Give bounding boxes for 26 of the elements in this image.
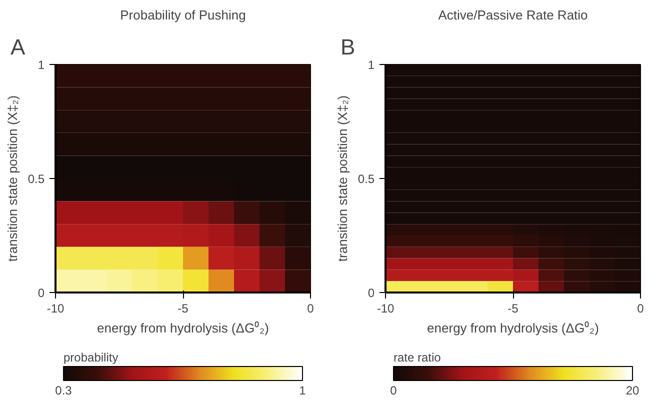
color-bar-label: 0 bbox=[390, 384, 398, 398]
x-axis-title: energy from hydrolysis (ΔG⁰₂) bbox=[427, 320, 599, 336]
y-tick-label: 0.5 bbox=[28, 172, 45, 186]
y-axis-title: transition state position (X‡₂) bbox=[334, 95, 350, 262]
y-tick-label: 0 bbox=[368, 286, 375, 300]
x-tick-label: 0 bbox=[637, 302, 644, 316]
y-tick-label: 0.5 bbox=[358, 172, 375, 186]
x-tick-label: -5 bbox=[178, 302, 189, 316]
x-tick-label: -10 bbox=[46, 302, 64, 316]
color-bar-label: 0.3 bbox=[55, 384, 72, 398]
text: A bbox=[10, 34, 26, 60]
text: B bbox=[340, 34, 356, 60]
y-tick-label: 0 bbox=[38, 286, 45, 300]
chart-title: Probability of Pushing bbox=[120, 8, 246, 22]
color-bar-label: 20 bbox=[626, 384, 640, 398]
y-tick-label: 1 bbox=[38, 58, 45, 72]
x-tick-label: -10 bbox=[376, 302, 394, 316]
x-tick-label: -5 bbox=[508, 302, 519, 316]
y-axis-title: transition state position (X‡₂) bbox=[4, 95, 20, 262]
color-bar-title: probability bbox=[64, 350, 118, 364]
x-tick-label: 0 bbox=[307, 302, 314, 316]
x-axis-title: energy from hydrolysis (ΔG⁰₂) bbox=[97, 320, 269, 336]
color-bar-title: rate ratio bbox=[394, 350, 442, 364]
color-bar-label: 1 bbox=[299, 384, 306, 398]
chart-title: Active/Passive Rate Ratio bbox=[438, 8, 588, 22]
y-tick-label: 1 bbox=[368, 58, 375, 72]
